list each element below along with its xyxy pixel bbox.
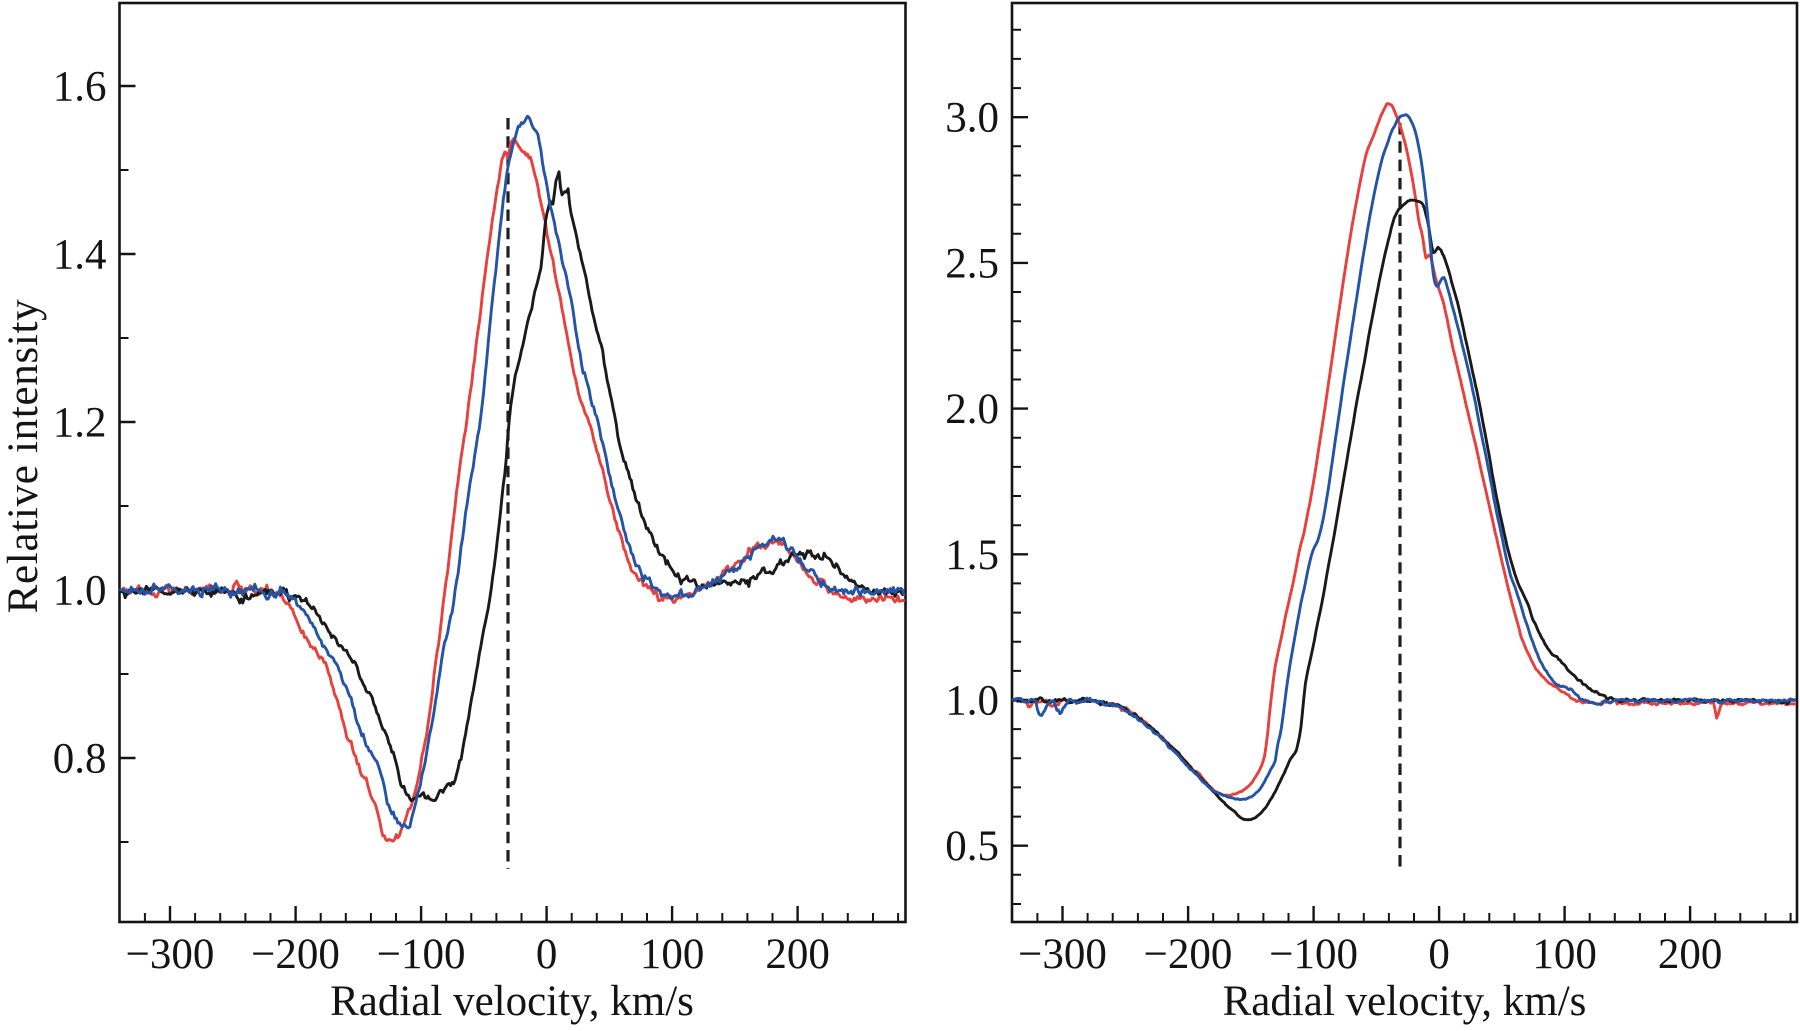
svg-text:1.4: 1.4 <box>53 232 107 279</box>
svg-text:0: 0 <box>536 931 558 978</box>
svg-text:100: 100 <box>640 931 705 978</box>
svg-text:−300: −300 <box>1018 931 1107 978</box>
svg-text:0.8: 0.8 <box>53 736 107 783</box>
svg-text:1.0: 1.0 <box>53 568 107 615</box>
svg-text:0: 0 <box>1428 931 1450 978</box>
svg-text:200: 200 <box>1658 931 1723 978</box>
svg-text:−100: −100 <box>377 931 466 978</box>
svg-text:1.5: 1.5 <box>945 532 999 579</box>
svg-text:−300: −300 <box>126 931 215 978</box>
svg-text:−100: −100 <box>1269 931 1358 978</box>
svg-text:3.0: 3.0 <box>945 95 999 142</box>
svg-text:0.5: 0.5 <box>945 823 999 870</box>
svg-text:−200: −200 <box>251 931 340 978</box>
svg-text:Radial velocity, km/s: Radial velocity, km/s <box>330 978 694 1025</box>
svg-text:2.0: 2.0 <box>945 386 999 433</box>
svg-text:200: 200 <box>765 931 830 978</box>
svg-text:Relative intensity: Relative intensity <box>0 299 47 614</box>
svg-text:−200: −200 <box>1144 931 1233 978</box>
svg-text:1.0: 1.0 <box>945 678 999 725</box>
svg-text:1.2: 1.2 <box>53 400 107 447</box>
svg-text:1.6: 1.6 <box>53 64 107 111</box>
svg-text:100: 100 <box>1532 931 1597 978</box>
svg-text:2.5: 2.5 <box>945 240 999 287</box>
svg-text:Radial velocity, km/s: Radial velocity, km/s <box>1223 978 1587 1025</box>
